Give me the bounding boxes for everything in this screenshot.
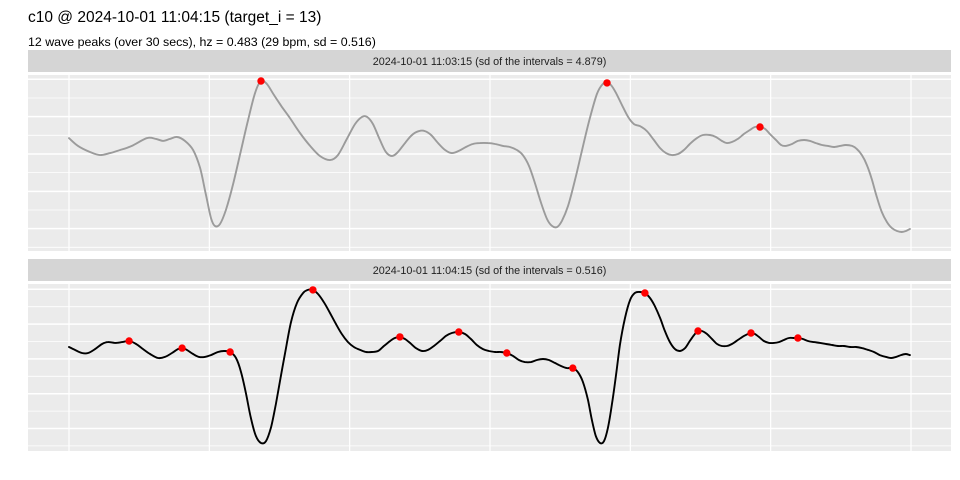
plot-area-1 xyxy=(28,75,951,251)
facet-strip-2 xyxy=(28,259,951,281)
peak-marker xyxy=(309,286,317,294)
peak-marker xyxy=(569,364,577,372)
peak-marker xyxy=(641,289,649,297)
facet-strip-1 xyxy=(28,50,951,72)
chart-title: c10 @ 2024-10-01 11:04:15 (target_i = 13… xyxy=(28,9,321,26)
peak-marker xyxy=(603,79,611,87)
peak-marker xyxy=(226,348,234,356)
peak-marker xyxy=(396,333,404,341)
facet-strip-1-label: 2024-10-01 11:03:15 (sd of the intervals… xyxy=(373,56,607,68)
peak-marker xyxy=(756,123,764,131)
peak-marker xyxy=(794,334,802,342)
peak-marker xyxy=(125,337,133,345)
plot-area-2 xyxy=(28,284,951,451)
waveform-line-1 xyxy=(68,79,911,233)
peak-marker xyxy=(694,327,702,335)
chart-subtitle: 12 wave peaks (over 30 secs), hz = 0.483… xyxy=(28,35,376,49)
peak-marker xyxy=(178,344,186,352)
waveform-line-2 xyxy=(68,288,911,445)
facet-2: 2024-10-01 11:04:15 (sd of the intervals… xyxy=(28,259,951,451)
facet-strip-2-label: 2024-10-01 11:04:15 (sd of the intervals… xyxy=(373,265,607,277)
peak-marker xyxy=(257,77,265,85)
facet-1: 2024-10-01 11:03:15 (sd of the intervals… xyxy=(28,50,951,251)
peak-marker xyxy=(503,349,511,357)
peak-marker xyxy=(747,329,755,337)
peak-marker xyxy=(455,328,463,336)
